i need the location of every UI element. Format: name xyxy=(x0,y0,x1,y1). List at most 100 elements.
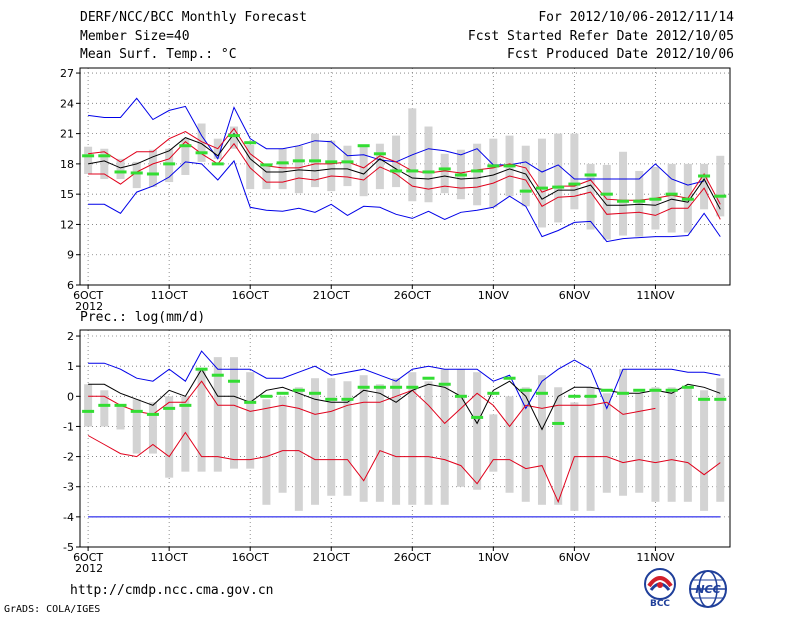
bcc-logo: BCC xyxy=(644,568,676,608)
median-marker xyxy=(503,376,516,380)
median-marker xyxy=(98,403,111,407)
ncc-logo: NCC xyxy=(689,570,727,608)
y-tick-label: -5 xyxy=(63,541,74,554)
spread-box xyxy=(327,140,336,192)
median-marker xyxy=(487,164,500,168)
grads-credit: GrADS: COLA/IGES xyxy=(4,604,101,615)
median-marker xyxy=(665,192,678,196)
x-tick-label: 6NOV xyxy=(559,551,591,564)
spread-box xyxy=(343,381,352,496)
variable-label-precipitation: Prec.: log(mm/d) xyxy=(80,310,206,325)
median-marker xyxy=(617,199,630,203)
median-marker xyxy=(422,376,435,380)
spread-box xyxy=(408,372,417,505)
median-marker xyxy=(244,400,257,404)
median-marker xyxy=(325,160,338,164)
median-marker xyxy=(82,409,95,413)
median-marker xyxy=(552,185,565,189)
median-marker xyxy=(309,391,322,395)
spread-box xyxy=(229,126,238,149)
spread-box xyxy=(489,414,498,472)
x-tick-sublabel: 2012 xyxy=(75,562,103,575)
y-tick-label: -3 xyxy=(63,481,74,494)
spread-box xyxy=(602,393,611,493)
median-marker xyxy=(698,174,711,178)
ensemble-min-line xyxy=(88,159,721,243)
sd-upper-line xyxy=(88,380,656,428)
spread-box xyxy=(554,387,563,505)
median-marker xyxy=(373,385,386,389)
spread-box xyxy=(116,405,125,430)
spread-box xyxy=(84,384,93,427)
spread-box xyxy=(456,369,465,487)
median-marker xyxy=(130,171,143,175)
spread-box xyxy=(537,375,546,505)
variable-label-temperature: Mean Surf. Temp.: °C xyxy=(80,47,237,62)
sd-lower-line xyxy=(87,431,721,504)
y-tick-label: 0 xyxy=(67,390,74,403)
x-tick-label: 16OCT xyxy=(232,289,269,302)
spread-box xyxy=(619,151,628,236)
spread-box xyxy=(473,143,482,206)
ensemble-max-line xyxy=(88,350,721,410)
median-marker xyxy=(146,172,159,176)
spread-box xyxy=(148,149,157,188)
source-url[interactable]: http://cmdp.ncc.cma.gov.cn xyxy=(70,583,274,598)
spread-box xyxy=(667,387,676,502)
spread-box xyxy=(132,161,141,189)
median-marker xyxy=(568,394,581,398)
x-tick-label: 21OCT xyxy=(313,289,350,302)
median-marker xyxy=(114,170,127,174)
spread-box xyxy=(343,145,352,187)
median-marker xyxy=(211,162,224,166)
median-marker xyxy=(519,189,532,193)
median-marker xyxy=(633,388,646,392)
spread-box xyxy=(359,144,368,197)
y-tick-label: 1 xyxy=(67,360,74,373)
spread-box xyxy=(262,399,271,505)
x-tick-label: 11OCT xyxy=(151,289,188,302)
spread-box xyxy=(294,387,303,511)
median-marker xyxy=(600,388,613,392)
median-marker xyxy=(357,385,370,389)
plot-frame xyxy=(79,329,731,548)
spread-box xyxy=(181,396,190,472)
median-marker xyxy=(211,373,224,377)
y-tick-label: 12 xyxy=(60,218,74,231)
spread-box xyxy=(246,372,255,469)
member-size-label: Member Size=40 xyxy=(80,29,190,44)
median-marker xyxy=(649,197,662,201)
y-tick-label: 6 xyxy=(67,279,74,292)
spread-box xyxy=(311,378,320,505)
median-marker xyxy=(325,397,338,401)
x-tick-label: 1NOV xyxy=(478,289,510,302)
spread-box xyxy=(683,387,692,502)
median-marker xyxy=(179,403,192,407)
x-tick-label: 11NOV xyxy=(636,551,675,564)
spread-box xyxy=(278,396,287,493)
spread-box xyxy=(327,378,336,496)
spread-box xyxy=(619,369,628,496)
median-marker xyxy=(665,388,678,392)
sd-upper-line xyxy=(88,127,721,205)
median-marker xyxy=(195,367,208,371)
median-marker xyxy=(98,154,111,158)
median-marker xyxy=(82,154,95,158)
y-tick-label: -1 xyxy=(63,420,74,433)
median-marker xyxy=(422,170,435,174)
median-marker xyxy=(276,391,289,395)
forecast-range-label: For 2012/10/06-2012/11/14 xyxy=(538,10,734,25)
median-marker xyxy=(535,391,548,395)
x-tick-label: 11OCT xyxy=(151,551,188,564)
spread-box xyxy=(521,145,530,207)
spread-box xyxy=(473,372,482,490)
median-marker xyxy=(341,397,354,401)
median-marker xyxy=(600,192,613,196)
x-tick-label: 11NOV xyxy=(636,289,675,302)
median-marker xyxy=(406,385,419,389)
median-marker xyxy=(390,385,403,389)
median-marker xyxy=(503,164,516,168)
spread-box xyxy=(148,402,157,454)
median-marker xyxy=(584,173,597,177)
